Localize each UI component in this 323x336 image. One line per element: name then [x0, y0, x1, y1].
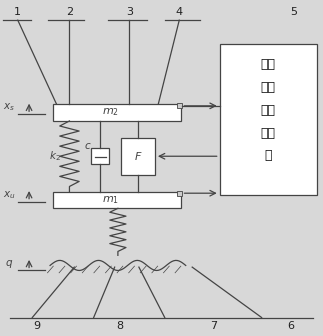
Text: $m_2$: $m_2$ — [102, 107, 119, 119]
Text: 控制: 控制 — [261, 127, 276, 139]
Text: $k_2$: $k_2$ — [49, 149, 61, 163]
Text: 5: 5 — [290, 7, 297, 17]
Bar — [177, 191, 182, 196]
Text: 3: 3 — [126, 7, 133, 17]
Text: 全息: 全息 — [261, 58, 276, 71]
Text: 最优: 最优 — [261, 81, 276, 94]
Text: 6: 6 — [287, 321, 294, 331]
Text: $x_u$: $x_u$ — [3, 189, 16, 201]
Bar — [91, 149, 109, 164]
Text: $m_1$: $m_1$ — [102, 194, 119, 206]
Text: 7: 7 — [210, 321, 217, 331]
Bar — [53, 104, 181, 121]
Text: 2: 2 — [66, 7, 73, 17]
Text: 8: 8 — [116, 321, 123, 331]
Text: $x_s$: $x_s$ — [3, 101, 15, 114]
Text: 器: 器 — [264, 150, 272, 162]
Text: 9: 9 — [34, 321, 41, 331]
Text: 4: 4 — [176, 7, 183, 17]
Text: 1: 1 — [14, 7, 21, 17]
Text: $q$: $q$ — [5, 258, 13, 270]
Bar — [177, 103, 182, 108]
Bar — [53, 192, 181, 208]
Bar — [121, 138, 155, 175]
Text: 滑模: 滑模 — [261, 104, 276, 117]
Text: $F$: $F$ — [134, 150, 142, 162]
Text: $c$: $c$ — [84, 141, 92, 151]
Bar — [220, 44, 317, 195]
